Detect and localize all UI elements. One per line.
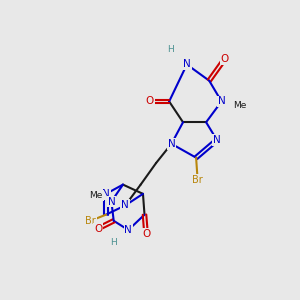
Text: O: O [146,96,154,106]
Text: N: N [122,200,129,210]
Text: O: O [220,54,229,64]
Text: Me: Me [89,191,103,200]
Text: N: N [124,225,132,235]
Text: N: N [168,139,175,149]
Text: Me: Me [233,101,247,110]
Text: N: N [102,189,110,199]
Text: H: H [110,238,117,247]
Text: H: H [167,45,174,54]
Text: N: N [107,196,115,206]
Text: O: O [94,224,102,233]
Text: N: N [213,135,221,145]
Text: Br: Br [192,175,203,185]
Text: Br: Br [85,216,96,226]
Text: N: N [218,96,225,106]
Text: O: O [142,229,150,239]
Text: N: N [183,59,191,70]
